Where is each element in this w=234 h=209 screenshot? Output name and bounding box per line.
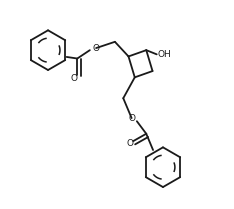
- Text: O: O: [128, 113, 135, 123]
- Text: OH: OH: [158, 50, 172, 59]
- Text: O: O: [93, 43, 100, 53]
- Text: O: O: [71, 74, 78, 83]
- Text: O: O: [126, 139, 133, 148]
